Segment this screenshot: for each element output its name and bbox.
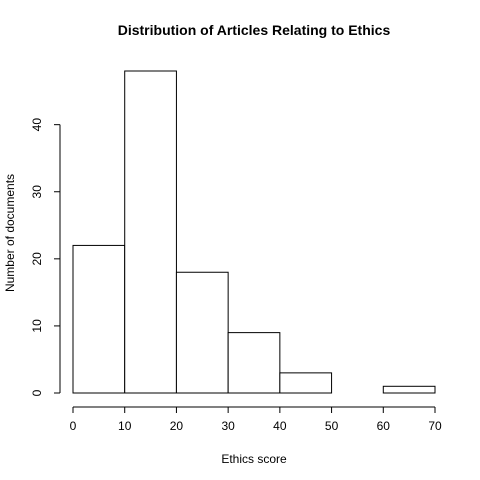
y-tick-label: 20	[30, 252, 44, 266]
x-tick-label: 20	[170, 419, 184, 433]
x-tick-label: 30	[221, 419, 235, 433]
x-axis-label: Ethics score	[221, 452, 287, 466]
x-tick-label: 10	[118, 419, 132, 433]
histogram-bar-60-70	[382, 385, 436, 394]
histogram-bar-30-40	[227, 332, 281, 394]
bars-group	[72, 70, 436, 394]
x-tick-label: 0	[70, 419, 77, 433]
x-axis: 0 10 20 30 40 50 60 70	[70, 406, 442, 433]
y-tick-label: 40	[30, 118, 44, 132]
chart-title: Distribution of Articles Relating to Eth…	[118, 22, 391, 38]
x-tick-label: 60	[377, 419, 391, 433]
y-tick-label: 0	[30, 389, 44, 396]
x-tick-label: 40	[273, 419, 287, 433]
y-axis-label: Number of documents	[3, 174, 17, 292]
histogram-bar-0-10	[72, 244, 126, 394]
histogram-bar-40-50	[279, 372, 333, 394]
histogram-bar-10-20	[124, 70, 177, 394]
histogram-bar-20-30	[175, 271, 229, 394]
y-axis: 0 10 20 30 40	[30, 118, 61, 396]
y-tick-label: 10	[30, 319, 44, 333]
x-tick-label: 50	[325, 419, 339, 433]
x-tick-label: 70	[428, 419, 442, 433]
y-tick-label: 30	[30, 185, 44, 199]
